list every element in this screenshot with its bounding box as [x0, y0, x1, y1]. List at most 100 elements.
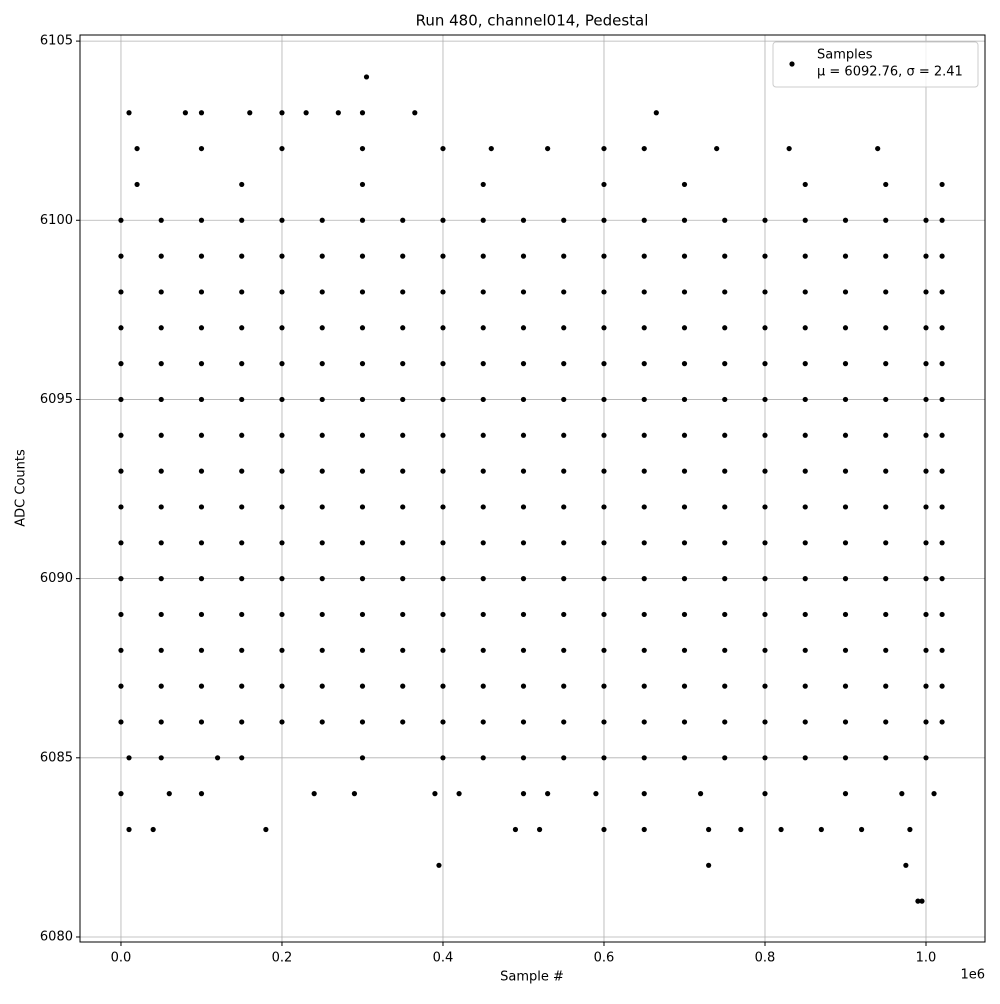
point: [601, 361, 607, 367]
point: [150, 826, 156, 833]
x-tick-label: 0.0: [111, 951, 132, 966]
point: [939, 361, 945, 367]
point: [883, 289, 889, 295]
point: [883, 253, 889, 259]
point: [456, 791, 462, 797]
point: [480, 468, 486, 474]
point: [762, 611, 768, 618]
point: [359, 145, 366, 152]
point: [561, 217, 567, 223]
point: [641, 576, 647, 582]
point: [601, 683, 607, 689]
point: [722, 504, 728, 510]
point: [359, 683, 366, 689]
point: [480, 217, 486, 223]
point: [158, 683, 164, 689]
point: [158, 289, 164, 295]
point: [520, 755, 527, 761]
point: [440, 719, 446, 725]
point: [762, 791, 768, 797]
point: [351, 791, 358, 797]
y-tick-label: 6090: [40, 571, 73, 586]
x-tick-label: 1.0: [916, 951, 937, 966]
y-tick-label: 6105: [40, 34, 73, 49]
point: [762, 719, 768, 725]
point: [923, 719, 929, 725]
point: [319, 361, 325, 367]
point: [641, 611, 647, 618]
point: [762, 432, 768, 438]
point: [214, 755, 221, 761]
point: [520, 791, 527, 797]
point: [440, 755, 446, 761]
point: [722, 289, 728, 295]
point: [858, 826, 865, 833]
y-tick-label: 6080: [40, 929, 73, 944]
point: [118, 504, 124, 510]
y-axis-label: ADC Counts: [14, 449, 29, 527]
point: [842, 253, 849, 259]
point: [923, 396, 929, 403]
point: [681, 325, 688, 331]
point: [641, 253, 647, 259]
point: [480, 576, 486, 582]
point: [118, 325, 124, 331]
point: [158, 432, 164, 438]
point: [359, 396, 366, 403]
point: [681, 576, 688, 582]
point: [883, 504, 889, 510]
point: [239, 361, 245, 367]
point: [512, 826, 519, 833]
point: [198, 110, 205, 116]
point: [561, 647, 567, 653]
point: [681, 217, 688, 223]
point: [480, 289, 486, 295]
point: [440, 468, 446, 474]
point: [279, 396, 285, 403]
point: [802, 611, 808, 618]
point: [842, 683, 849, 689]
point: [279, 504, 285, 510]
point: [279, 540, 285, 546]
point: [923, 217, 929, 223]
point: [722, 361, 728, 367]
point: [319, 289, 325, 295]
point: [118, 289, 124, 295]
point: [786, 145, 792, 152]
point: [239, 432, 245, 438]
point: [198, 647, 205, 653]
point: [279, 576, 285, 582]
point: [915, 898, 921, 904]
point: [762, 540, 768, 546]
point: [279, 683, 285, 689]
point: [134, 181, 140, 188]
point: [118, 719, 124, 725]
point: [681, 540, 688, 546]
point: [400, 432, 406, 438]
point: [641, 719, 647, 725]
grid: [80, 35, 985, 942]
point: [681, 361, 688, 367]
point: [561, 253, 567, 259]
point: [939, 468, 945, 474]
point: [359, 253, 366, 259]
point: [118, 253, 124, 259]
point: [601, 647, 607, 653]
legend-marker: [789, 61, 795, 67]
point: [722, 755, 728, 761]
point: [802, 396, 808, 403]
point: [802, 504, 808, 510]
point: [681, 432, 688, 438]
point: [359, 325, 366, 331]
point: [239, 253, 245, 259]
point: [359, 361, 366, 367]
point: [681, 396, 688, 403]
point: [593, 791, 599, 797]
point: [762, 217, 768, 223]
point: [681, 468, 688, 474]
point: [681, 647, 688, 653]
point: [198, 325, 205, 331]
point: [166, 791, 172, 797]
point: [359, 289, 366, 295]
